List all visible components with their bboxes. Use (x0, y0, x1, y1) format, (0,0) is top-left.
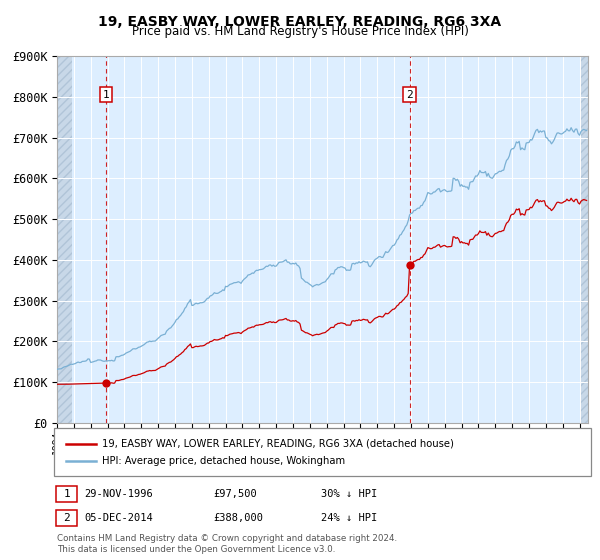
Text: Price paid vs. HM Land Registry's House Price Index (HPI): Price paid vs. HM Land Registry's House … (131, 25, 469, 38)
Bar (57, 56, 72, 423)
Text: 05-DEC-2014: 05-DEC-2014 (84, 513, 153, 523)
Text: 19, EASBY WAY, LOWER EARLEY, READING, RG6 3XA (detached house): 19, EASBY WAY, LOWER EARLEY, READING, RG… (102, 439, 454, 449)
Text: HPI: Average price, detached house, Wokingham: HPI: Average price, detached house, Woki… (102, 456, 345, 466)
Text: 30% ↓ HPI: 30% ↓ HPI (321, 489, 377, 499)
Text: 24% ↓ HPI: 24% ↓ HPI (321, 513, 377, 523)
Text: 19, EASBY WAY, LOWER EARLEY, READING, RG6 3XA: 19, EASBY WAY, LOWER EARLEY, READING, RG… (98, 15, 502, 29)
Text: 29-NOV-1996: 29-NOV-1996 (84, 489, 153, 499)
Text: £388,000: £388,000 (213, 513, 263, 523)
Text: 2: 2 (406, 90, 413, 100)
Text: This data is licensed under the Open Government Licence v3.0.: This data is licensed under the Open Gov… (57, 545, 335, 554)
Text: Contains HM Land Registry data © Crown copyright and database right 2024.: Contains HM Land Registry data © Crown c… (57, 534, 397, 543)
Bar (580, 56, 588, 423)
Text: 1: 1 (103, 90, 110, 100)
Text: 1: 1 (63, 489, 70, 499)
Text: 2: 2 (63, 513, 70, 523)
Text: £97,500: £97,500 (213, 489, 257, 499)
